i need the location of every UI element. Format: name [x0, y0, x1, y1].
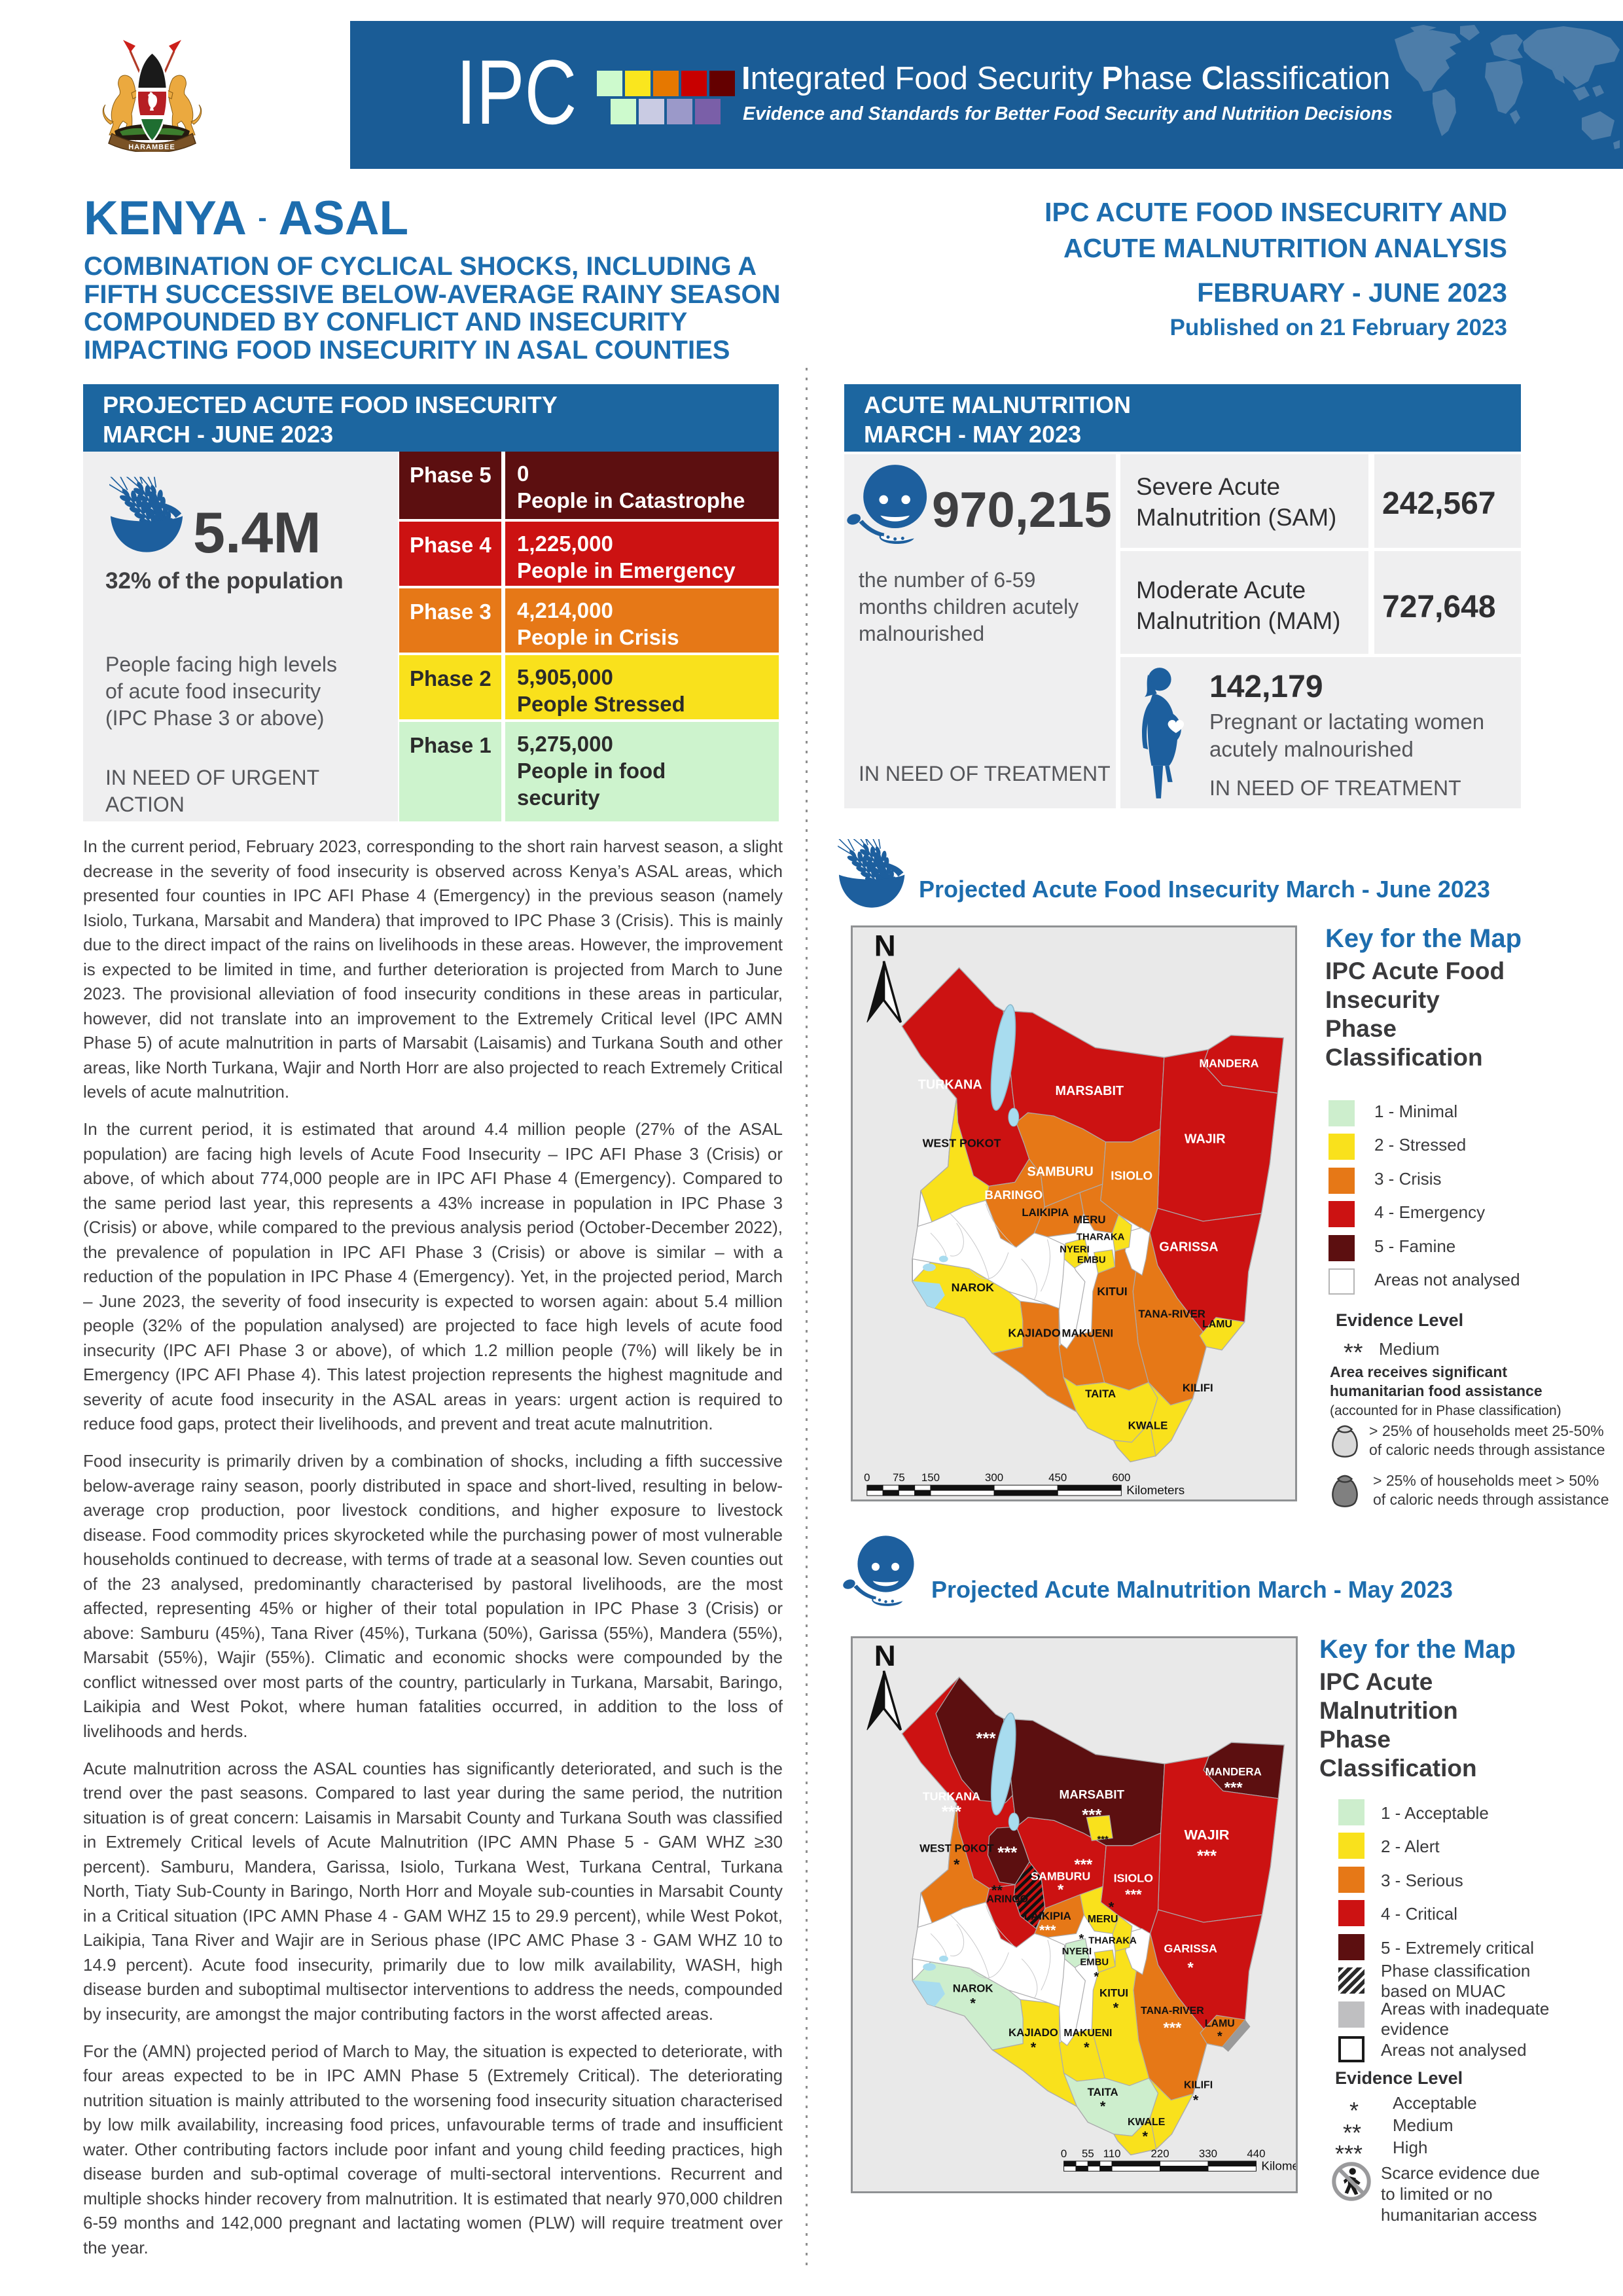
svg-text:220: 220: [1150, 2147, 1169, 2160]
svg-text:BARINGO: BARINGO: [984, 1188, 1043, 1202]
svg-text:TAITA: TAITA: [1088, 2086, 1118, 2098]
svg-text:*: *: [1217, 2030, 1222, 2044]
svg-text:*: *: [1109, 1899, 1115, 1915]
svg-text:KILIFI: KILIFI: [1183, 1382, 1213, 1394]
svg-text:GARISSA: GARISSA: [1164, 1942, 1218, 1955]
svg-text:***: ***: [1082, 1806, 1101, 1825]
svg-text:LAMU: LAMU: [1205, 2018, 1235, 2030]
svg-text:*: *: [970, 1996, 976, 2011]
svg-text:330: 330: [1199, 2147, 1217, 2160]
svg-text:*: *: [1142, 2129, 1148, 2145]
svg-text:LAIKIPIA: LAIKIPIA: [1024, 1910, 1071, 1922]
svg-text:GARISSA: GARISSA: [1159, 1240, 1218, 1255]
svg-text:EMBU: EMBU: [1077, 1255, 1106, 1265]
svg-text:*: *: [1188, 1959, 1194, 1976]
svg-text:MANDERA: MANDERA: [1199, 1057, 1258, 1070]
svg-text:HARAMBEE: HARAMBEE: [128, 143, 175, 151]
svg-text:SAMBURU: SAMBURU: [1027, 1164, 1094, 1179]
svg-text:LAMU: LAMU: [1202, 1319, 1232, 1330]
svg-text:*: *: [1094, 1970, 1099, 1984]
svg-text:***: ***: [1224, 1780, 1243, 1797]
svg-text:Kilometers: Kilometers: [1261, 2159, 1296, 2173]
svg-text:KWALE: KWALE: [1128, 2117, 1165, 2128]
svg-text:NAROK: NAROK: [953, 1982, 993, 1995]
svg-text:N: N: [874, 929, 896, 963]
svg-text:LAIKIPIA: LAIKIPIA: [1022, 1206, 1069, 1219]
svg-text:EMBU: EMBU: [1080, 1958, 1109, 1968]
svg-text:WAJIR: WAJIR: [1184, 1827, 1230, 1843]
svg-text:MAKUENI: MAKUENI: [1063, 2028, 1112, 2039]
svg-text:150: 150: [921, 1471, 940, 1484]
svg-text:ISIOLO: ISIOLO: [1114, 1872, 1154, 1885]
svg-text:300: 300: [985, 1471, 1003, 1484]
svg-text:**: **: [991, 1882, 1003, 1898]
svg-text:75: 75: [893, 1471, 905, 1484]
svg-text:SAMBURU: SAMBURU: [1031, 1870, 1090, 1883]
svg-text:MERU: MERU: [1088, 1914, 1118, 1925]
svg-text:THARAKA: THARAKA: [1077, 1232, 1125, 1243]
svg-text:*: *: [1100, 2098, 1106, 2114]
svg-text:TANA-RIVER: TANA-RIVER: [1138, 1308, 1205, 1320]
svg-text:55: 55: [1082, 2147, 1094, 2160]
svg-text:NYERI: NYERI: [1060, 1245, 1089, 1255]
svg-text:110: 110: [1103, 2147, 1121, 2160]
svg-text:TURKANA: TURKANA: [923, 1790, 981, 1803]
svg-text:0: 0: [864, 1471, 870, 1484]
svg-text:KWALE: KWALE: [1128, 1420, 1168, 1432]
svg-text:KILIFI: KILIFI: [1184, 2080, 1213, 2091]
svg-text:TAITA: TAITA: [1085, 1388, 1116, 1400]
svg-text:*: *: [1113, 2000, 1119, 2016]
svg-text:NAROK: NAROK: [952, 1281, 994, 1294]
svg-text:*: *: [1079, 1932, 1084, 1946]
svg-text:MERU: MERU: [1073, 1213, 1106, 1226]
svg-text:WEST POKOT: WEST POKOT: [923, 1137, 1001, 1150]
svg-text:WAJIR: WAJIR: [1185, 1132, 1226, 1147]
svg-text:*: *: [954, 1856, 960, 1873]
svg-text:600: 600: [1112, 1471, 1130, 1484]
svg-text:***: ***: [1197, 1847, 1217, 1865]
svg-text:*: *: [1193, 2092, 1199, 2108]
svg-text:*: *: [1084, 2039, 1090, 2055]
svg-text:***: ***: [1074, 1856, 1093, 1873]
svg-text:MARSABIT: MARSABIT: [1060, 1787, 1125, 1801]
svg-text:MARSABIT: MARSABIT: [1056, 1084, 1124, 1098]
svg-text:MANDERA: MANDERA: [1205, 1766, 1262, 1778]
svg-text:KITUI: KITUI: [1097, 1285, 1128, 1298]
svg-text:*: *: [1031, 2039, 1037, 2055]
svg-text:***: ***: [1125, 1887, 1142, 1903]
svg-text:THARAKA: THARAKA: [1088, 1936, 1137, 1946]
svg-text:***: ***: [997, 1844, 1017, 1862]
svg-text:TANA-RIVER: TANA-RIVER: [1141, 2005, 1204, 2017]
svg-text:KAJIADO: KAJIADO: [1008, 2026, 1058, 2039]
svg-text:WEST POKOT: WEST POKOT: [919, 1842, 993, 1855]
svg-text:NYERI: NYERI: [1062, 1946, 1092, 1957]
svg-text:ARINGO: ARINGO: [987, 1894, 1028, 1905]
svg-text:TURKANA: TURKANA: [918, 1077, 982, 1092]
svg-text:ISIOLO: ISIOLO: [1111, 1168, 1152, 1182]
svg-text:0: 0: [1061, 2147, 1067, 2160]
svg-text:***: ***: [976, 1730, 995, 1748]
svg-text:***: ***: [1039, 1923, 1056, 1939]
svg-text:N: N: [874, 1640, 896, 1672]
svg-text:MAKUENI: MAKUENI: [1062, 1327, 1114, 1340]
svg-text:***: ***: [942, 1803, 961, 1821]
svg-text:Kilometers: Kilometers: [1126, 1483, 1185, 1497]
svg-text:450: 450: [1048, 1471, 1067, 1484]
svg-text:***: ***: [1097, 1835, 1109, 1845]
svg-text:440: 440: [1247, 2147, 1265, 2160]
svg-text:***: ***: [1163, 2019, 1182, 2036]
svg-text:KITUI: KITUI: [1099, 1987, 1128, 2000]
svg-text:KAJIADO: KAJIADO: [1008, 1327, 1060, 1340]
svg-text:*: *: [1058, 1881, 1064, 1898]
